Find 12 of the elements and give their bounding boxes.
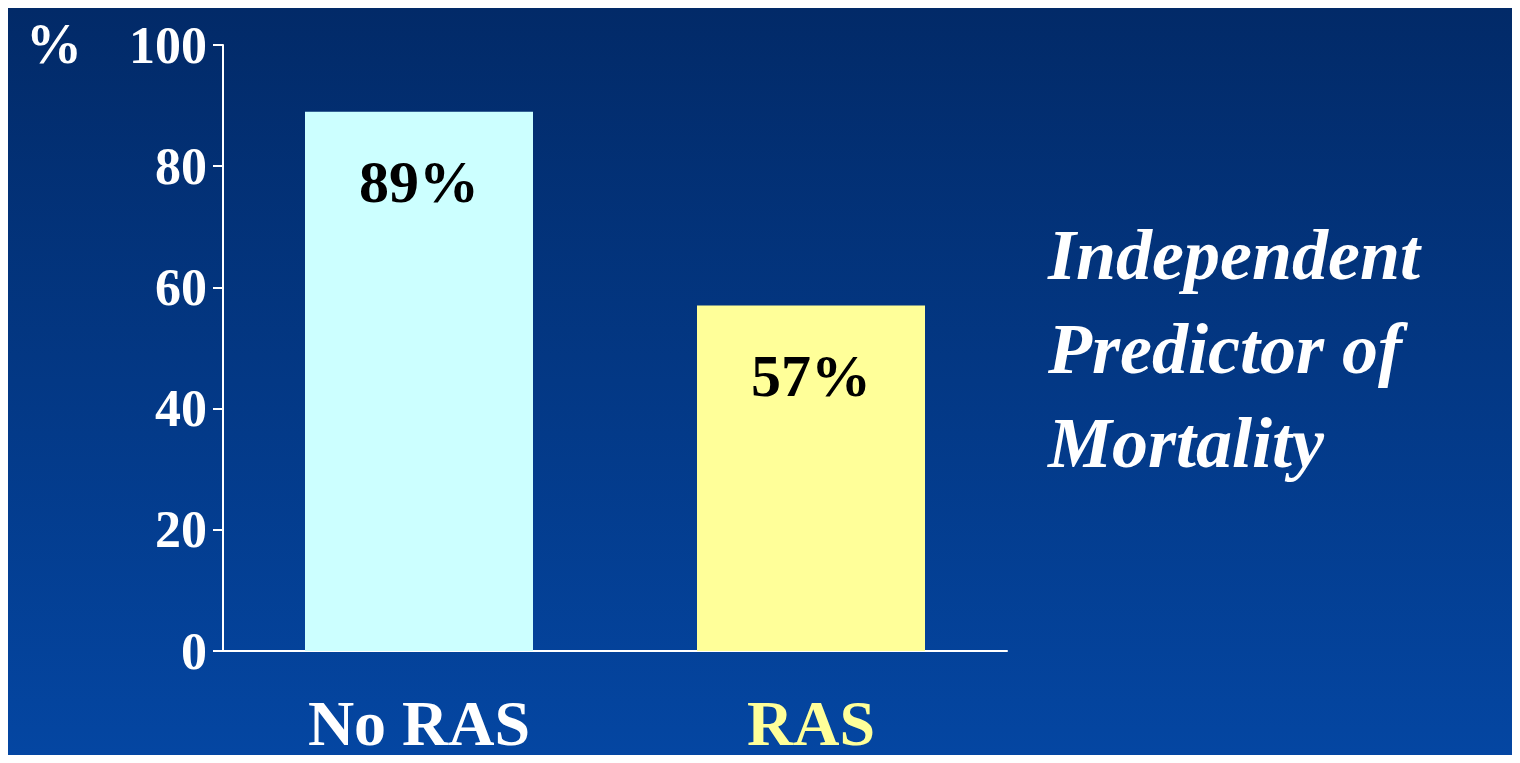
y-tick-label: 80 [155,137,207,195]
y-axis-title: % [26,13,82,75]
text: Independent Predictor of Mortality [1047,215,1423,483]
x-tick-label: No RAS [307,687,531,759]
y-tick-label: 40 [155,380,207,438]
y-tick-label: 0 [181,622,207,680]
x-tick-label: RAS [746,687,876,759]
y-tick-label: 20 [155,501,207,559]
y-tick-label: 60 [155,258,207,316]
y-tick-label: 100 [129,16,207,74]
data-label: 89% [359,148,479,215]
data-label: 57% [751,342,871,409]
